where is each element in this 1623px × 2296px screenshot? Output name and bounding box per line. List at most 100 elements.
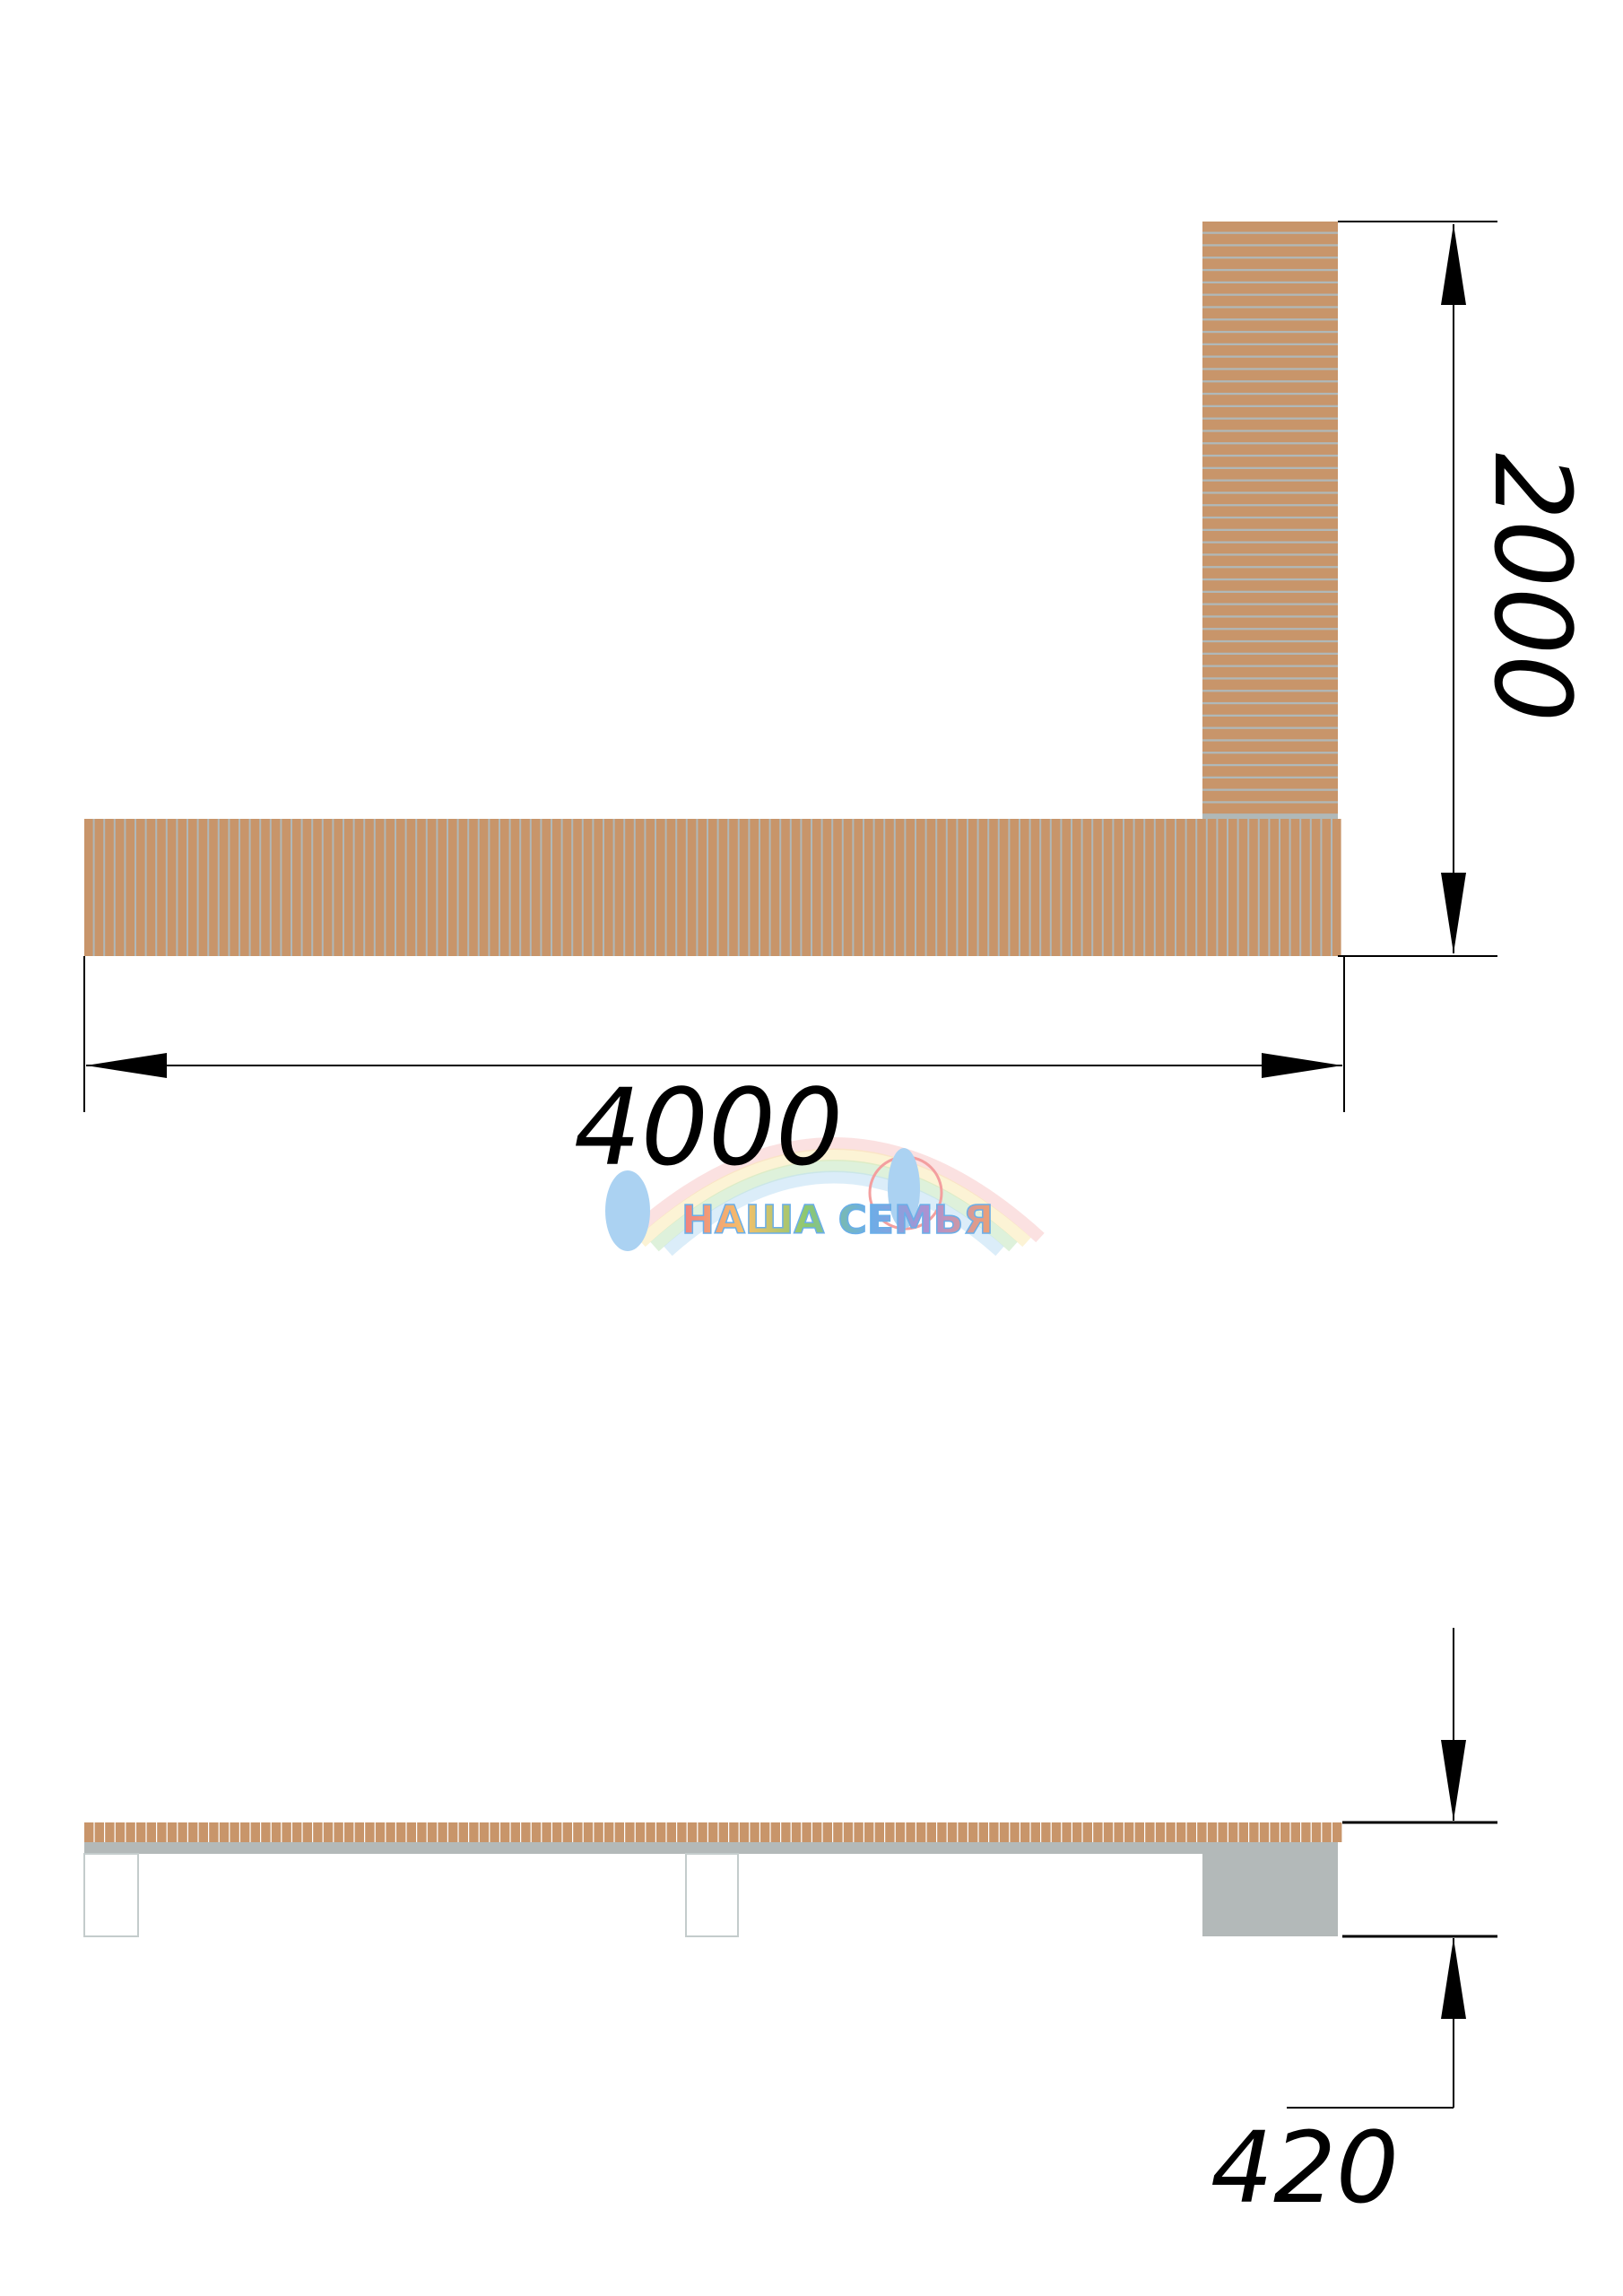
slat	[1290, 819, 1300, 956]
slat	[916, 1822, 926, 1842]
slat	[1197, 819, 1206, 956]
slat	[94, 1822, 104, 1842]
slat	[521, 1822, 531, 1842]
slat	[999, 1822, 1010, 1842]
bench-horizontal-slats	[84, 819, 1341, 956]
slat	[1202, 357, 1338, 369]
slat	[1202, 320, 1338, 331]
slat	[802, 1822, 812, 1842]
slat	[999, 819, 1009, 956]
slat	[885, 819, 894, 956]
slat	[1041, 1822, 1051, 1842]
slat	[458, 1822, 468, 1842]
slat	[188, 819, 197, 956]
dimension-depth-label: 2000	[1471, 453, 1594, 722]
slat	[729, 819, 738, 956]
slat	[1228, 1822, 1238, 1842]
slat	[947, 819, 957, 956]
slat	[1322, 819, 1331, 956]
slat	[760, 819, 769, 956]
slat	[1202, 790, 1338, 802]
slat	[1155, 1822, 1166, 1842]
slat	[1207, 1822, 1218, 1842]
slat	[874, 819, 884, 956]
slat	[105, 819, 114, 956]
slat	[604, 819, 613, 956]
slat	[1202, 431, 1338, 443]
slat	[1202, 543, 1338, 554]
slat	[115, 819, 125, 956]
slat	[552, 1822, 562, 1842]
slat	[562, 819, 572, 956]
slat	[1332, 1822, 1342, 1842]
slat	[718, 1822, 728, 1842]
slat	[417, 819, 426, 956]
slat	[1202, 271, 1338, 282]
slat	[1166, 1822, 1176, 1842]
slat	[926, 819, 936, 956]
slat	[843, 1822, 854, 1842]
slat	[1145, 819, 1154, 956]
slat	[791, 1822, 802, 1842]
slat	[583, 1822, 594, 1842]
slat	[989, 1822, 999, 1842]
slat	[115, 1822, 126, 1842]
slat	[167, 1822, 178, 1842]
slat	[906, 819, 915, 956]
slat	[531, 819, 541, 956]
slat	[146, 1822, 156, 1842]
slat	[1062, 819, 1071, 956]
slat	[1202, 568, 1338, 578]
slat	[1280, 819, 1289, 956]
slat	[469, 819, 478, 956]
slat	[1202, 766, 1338, 777]
slat	[1124, 819, 1133, 956]
slat	[1259, 819, 1269, 956]
slat	[1218, 819, 1227, 956]
arrow-up-icon	[1441, 224, 1466, 305]
slat	[864, 1822, 874, 1842]
slat	[1186, 1822, 1196, 1842]
slat	[1301, 819, 1310, 956]
slat	[1010, 1822, 1020, 1842]
slat	[656, 1822, 666, 1842]
slat	[978, 819, 988, 956]
slat	[84, 1822, 94, 1842]
slat	[895, 819, 905, 956]
slat	[1259, 1822, 1270, 1842]
slat	[1202, 308, 1338, 319]
slat	[1197, 1822, 1207, 1842]
slat	[146, 819, 156, 956]
slat	[885, 1822, 895, 1842]
slat	[625, 1822, 635, 1842]
slat	[84, 819, 93, 956]
slat	[750, 819, 759, 956]
slat	[375, 1822, 386, 1842]
slat	[1202, 444, 1338, 455]
slat	[1202, 283, 1338, 294]
slat	[1051, 1822, 1062, 1842]
slat	[1103, 819, 1113, 956]
slat	[479, 1822, 490, 1842]
slat	[625, 819, 634, 956]
slat	[448, 819, 457, 956]
slat	[1020, 1822, 1030, 1842]
slat	[1202, 222, 1338, 232]
slat	[833, 819, 842, 956]
slat	[448, 1822, 458, 1842]
slat	[406, 819, 416, 956]
slat	[209, 819, 218, 956]
slat	[1202, 630, 1338, 640]
bench-vertical-slats	[1202, 222, 1338, 814]
slat	[396, 1822, 406, 1842]
slat	[687, 819, 697, 956]
arrow-down-icon	[1441, 1740, 1466, 1821]
slat	[1202, 803, 1338, 814]
slat	[365, 819, 374, 956]
slat	[1202, 778, 1338, 789]
slat	[843, 819, 853, 956]
slat	[219, 819, 229, 956]
slat	[230, 1822, 239, 1842]
slat	[1280, 1822, 1290, 1842]
